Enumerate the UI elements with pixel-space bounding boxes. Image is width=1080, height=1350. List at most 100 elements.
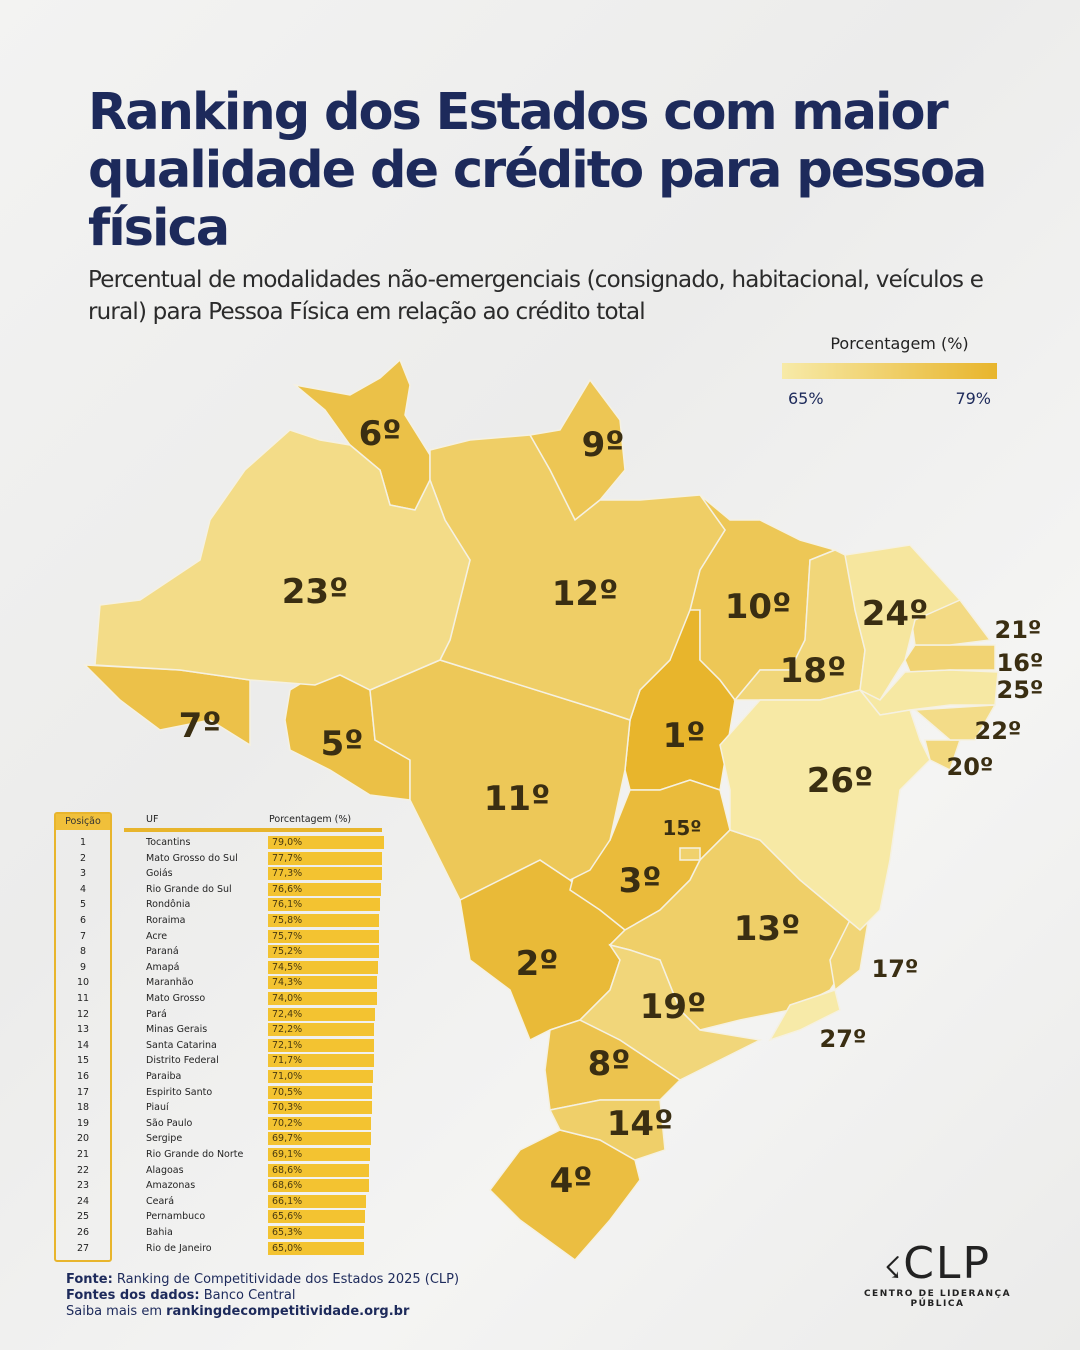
row-position: 20 [76, 1133, 90, 1145]
row-uf: Sergipe [146, 1133, 183, 1145]
logo-mark: CLP [903, 1238, 991, 1289]
row-percent-bar: 75,7% [268, 929, 379, 943]
row-percent-bar: 77,7% [268, 851, 382, 865]
row-uf: Amapá [146, 961, 180, 973]
table-row: 26 Bahia 65,3% [54, 1226, 384, 1240]
row-uf: Distrito Federal [146, 1055, 219, 1067]
website-link[interactable]: rankingdecompetitividade.org.br [166, 1304, 410, 1319]
row-uf: Rio Grande do Norte [146, 1149, 244, 1160]
rank-label-distrito-federal: 15º [662, 816, 701, 840]
legend-title: Porcentagem (%) [830, 334, 969, 353]
row-percent-bar: 72,4% [268, 1007, 375, 1021]
row-percent-bar: 72,1% [268, 1038, 374, 1052]
rank-label-para: 12º [552, 574, 619, 614]
rank-label-ceara: 24º [862, 594, 929, 634]
logo-subtitle: CENTRO DE LIDERANÇA PÚBLICA [863, 1289, 1012, 1309]
rank-label-acre: 7º [179, 706, 222, 746]
position-header: Posição [56, 814, 110, 830]
row-position: 1 [79, 837, 87, 848]
table-row: 1 Tocantins 79,0% [54, 836, 384, 850]
table-row: 16 Paraiba 71,0% [54, 1070, 384, 1084]
row-percent-bar: 76,6% [268, 882, 381, 896]
table-row: 8 Paraná 75,2% [54, 945, 384, 959]
rank-label-piaui: 18º [780, 651, 847, 691]
row-uf: São Paulo [146, 1117, 193, 1129]
row-percent-bar: 65,3% [268, 1226, 364, 1239]
rank-label-paraiba: 16º [997, 649, 1044, 677]
table-row: 2 Mato Grosso do Sul 77,7% [54, 851, 384, 866]
rank-label-rio-grande-do-sul: 4º [550, 1161, 593, 1201]
rank-label-parana: 8º [588, 1044, 631, 1084]
row-percent-bar: 77,3% [268, 867, 382, 881]
row-position: 21 [76, 1149, 90, 1160]
fonte-text: Ranking de Competitividade dos Estados 2… [116, 1272, 460, 1287]
row-uf: Acre [146, 930, 168, 942]
row-position: 25 [76, 1211, 90, 1223]
row-uf: Paraná [146, 946, 179, 958]
rank-label-goias: 3º [619, 861, 662, 901]
sources: Fonte: Ranking de Competitividade dos Es… [66, 1272, 459, 1320]
table-row: 6 Roraima 75,8% [54, 914, 384, 928]
rank-label-amazonas: 23º [282, 572, 349, 612]
row-uf: Piauí [146, 1102, 169, 1114]
row-uf: Mato Grosso [146, 993, 206, 1004]
row-position: 11 [76, 993, 90, 1004]
rank-label-rondonia: 5º [321, 724, 364, 764]
row-uf: Ceará [146, 1195, 175, 1207]
row-position: 3 [79, 868, 87, 880]
rank-label-rio-de-janeiro: 27º [820, 1025, 867, 1053]
row-percent-bar: 74,5% [268, 960, 378, 974]
row-position: 6 [79, 915, 87, 926]
table-row: 5 Rondônia 76,1% [54, 898, 384, 912]
row-percent-bar: 72,2% [268, 1023, 374, 1037]
rank-label-mato-grosso: 11º [484, 779, 551, 819]
state-distrito-federal [679, 847, 701, 861]
table-row: 27 Rio de Janeiro 65,0% [54, 1241, 384, 1256]
row-percent-bar: 71,0% [268, 1070, 373, 1083]
row-percent-bar: 74,0% [268, 992, 377, 1005]
rank-label-maranhao: 10º [725, 587, 792, 627]
state-santa-catarina [548, 1099, 666, 1161]
runner-icon: ☇ [884, 1251, 904, 1286]
table-row: 14 Santa Catarina 72,1% [54, 1038, 384, 1053]
rank-label-tocantins: 1º [663, 716, 706, 756]
position-column: Posição [54, 812, 112, 1262]
row-position: 5 [79, 899, 87, 911]
legend-max-label: 79% [955, 389, 991, 408]
table-row: 13 Minas Gerais 72,2% [54, 1023, 384, 1037]
rank-label-sao-paulo: 19º [640, 987, 707, 1027]
state-paraiba [904, 644, 996, 673]
row-position: 2 [79, 852, 87, 864]
row-percent-bar: 70,5% [268, 1085, 372, 1099]
row-uf: Paraiba [146, 1071, 182, 1082]
row-uf: Alagoas [146, 1164, 184, 1176]
page-title: Ranking dos Estados com maior qualidade … [88, 83, 987, 258]
row-uf: Roraima [146, 915, 186, 926]
row-percent-bar: 66,1% [268, 1194, 366, 1208]
table-row: 25 Pernambuco 65,6% [54, 1210, 384, 1224]
table-row: 21 Rio Grande do Norte 69,1% [54, 1148, 384, 1162]
dados-label: Fontes dos dados: [66, 1288, 200, 1303]
saiba-label: Saiba mais em [66, 1304, 162, 1319]
table-row: 10 Maranhão 74,3% [54, 976, 384, 990]
state-alagoas [913, 704, 997, 741]
row-uf: Rio de Janeiro [146, 1242, 212, 1254]
table-row: 9 Amapá 74,5% [54, 960, 384, 975]
state-sao-paulo [578, 943, 763, 1081]
row-uf: Amazonas [146, 1180, 196, 1192]
rank-label-alagoas: 22º [975, 717, 1022, 745]
dados-text: Banco Central [203, 1288, 296, 1303]
page-subtitle: Percentual de modalidades não-emergencia… [88, 267, 984, 325]
row-percent-bar: 79,0% [268, 836, 384, 849]
rank-label-roraima: 6º [359, 414, 402, 454]
table-row: 24 Ceará 66,1% [54, 1194, 384, 1209]
table-row: 4 Rio Grande do Sul 76,6% [54, 882, 384, 897]
row-percent-bar: 70,3% [268, 1101, 372, 1115]
rank-label-minas-gerais: 13º [734, 909, 801, 949]
row-position: 24 [76, 1195, 90, 1207]
table-row: 22 Alagoas 68,6% [54, 1163, 384, 1178]
row-position: 19 [76, 1117, 90, 1129]
row-percent-bar: 69,7% [268, 1132, 371, 1146]
row-percent-bar: 71,7% [268, 1054, 374, 1068]
